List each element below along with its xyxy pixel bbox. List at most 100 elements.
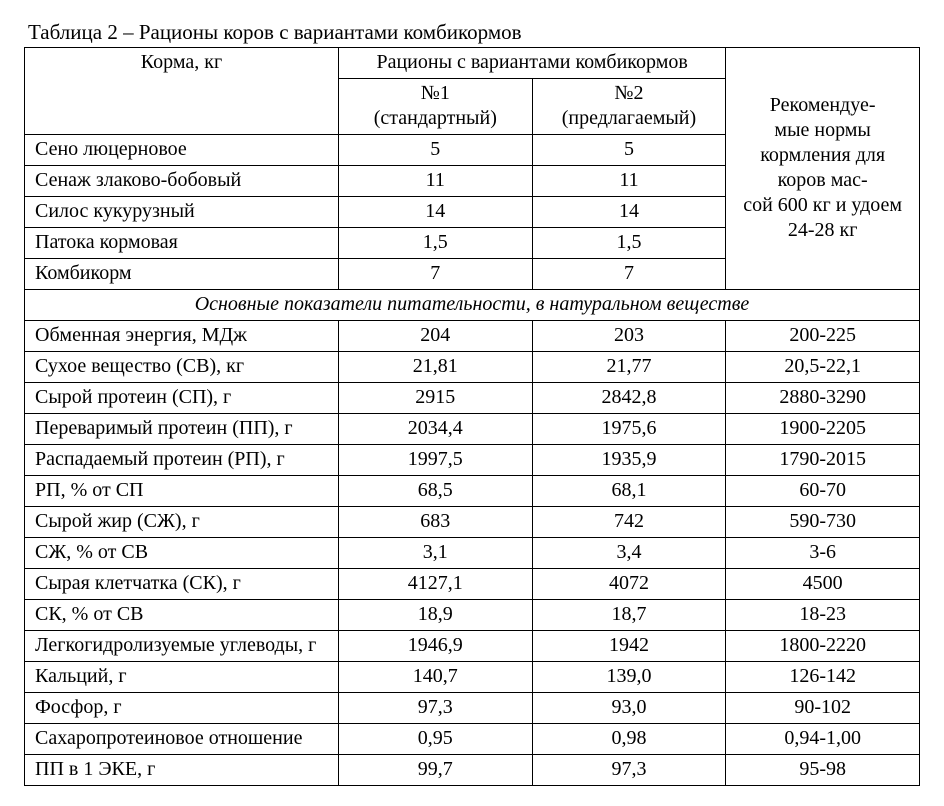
metric-value-v2: 4072 — [532, 569, 726, 600]
metric-label: ПП в 1 ЭКЕ, г — [25, 755, 339, 786]
metric-value-v1: 18,9 — [338, 600, 532, 631]
table-row: ПП в 1 ЭКЕ, г99,797,395-98 — [25, 755, 920, 786]
table-row: СЖ, % от СВ3,13,43-6 — [25, 538, 920, 569]
metric-value-v2: 2842,8 — [532, 383, 726, 414]
feed-value-v2: 11 — [532, 166, 726, 197]
metric-value-v1: 683 — [338, 507, 532, 538]
metric-value-v1: 1997,5 — [338, 445, 532, 476]
variant-2-number: №2 — [614, 82, 643, 104]
metric-value-v1: 3,1 — [338, 538, 532, 569]
feed-value-v2: 1,5 — [532, 228, 726, 259]
metric-label: Распадаемый протеин (РП), г — [25, 445, 339, 476]
metric-label: Легкогидролизуемые углеводы, г — [25, 631, 339, 662]
metric-value-v2: 21,77 — [532, 352, 726, 383]
metric-label: СК, % от СВ — [25, 600, 339, 631]
metric-value-v1: 140,7 — [338, 662, 532, 693]
metric-label: Сахаропротеиновое отношение — [25, 724, 339, 755]
metric-norm: 3-6 — [726, 538, 920, 569]
feed-value-v1: 11 — [338, 166, 532, 197]
metric-norm: 590-730 — [726, 507, 920, 538]
metric-label: Сырой протеин (СП), г — [25, 383, 339, 414]
metric-norm: 90-102 — [726, 693, 920, 724]
variant-1-note: (стандартный) — [374, 107, 497, 129]
metric-norm: 20,5-22,1 — [726, 352, 920, 383]
table-row: Фосфор, г97,393,090-102 — [25, 693, 920, 724]
table-caption: Таблица 2 – Рационы коров с вариантами к… — [28, 20, 920, 45]
metric-value-v1: 1946,9 — [338, 631, 532, 662]
metric-norm: 1900-2205 — [726, 414, 920, 445]
metric-norm: 18-23 — [726, 600, 920, 631]
table-row: Сырая клетчатка (СК), г4127,140724500 — [25, 569, 920, 600]
col-header-rations: Рационы с вариантами комбикормов — [338, 48, 725, 79]
feed-value-v1: 5 — [338, 135, 532, 166]
col-header-norms: Рекомендуе-мые нормы кормления для коров… — [726, 48, 920, 290]
feed-value-v2: 7 — [532, 259, 726, 290]
metric-label: Сухое вещество (СВ), кг — [25, 352, 339, 383]
table-row: Сырой жир (СЖ), г683742590-730 — [25, 507, 920, 538]
metric-label: Обменная энергия, МДж — [25, 321, 339, 352]
variant-1-number: №1 — [421, 82, 450, 104]
feed-value-v2: 5 — [532, 135, 726, 166]
metric-value-v1: 2034,4 — [338, 414, 532, 445]
section-heading: Основные показатели питательности, в нат… — [25, 290, 920, 321]
table-row: Кальций, г140,7139,0126-142 — [25, 662, 920, 693]
metric-label: Кальций, г — [25, 662, 339, 693]
feed-label: Комбикорм — [25, 259, 339, 290]
metric-norm: 126-142 — [726, 662, 920, 693]
metric-label: СЖ, % от СВ — [25, 538, 339, 569]
metric-value-v2: 68,1 — [532, 476, 726, 507]
metric-norm: 4500 — [726, 569, 920, 600]
metric-value-v1: 68,5 — [338, 476, 532, 507]
col-header-variant-2: №2 (предлагаемый) — [532, 79, 726, 135]
rations-table: Корма, кг Рационы с вариантами комбикорм… — [24, 47, 920, 786]
metric-value-v2: 1975,6 — [532, 414, 726, 445]
feed-label: Силос кукурузный — [25, 197, 339, 228]
metric-value-v1: 4127,1 — [338, 569, 532, 600]
metric-value-v2: 3,4 — [532, 538, 726, 569]
metric-value-v2: 139,0 — [532, 662, 726, 693]
feed-label: Сенаж злаково-бобовый — [25, 166, 339, 197]
metric-value-v1: 0,95 — [338, 724, 532, 755]
metric-value-v2: 93,0 — [532, 693, 726, 724]
variant-2-note: (предлагаемый) — [562, 107, 696, 129]
feed-label: Сено люцерновое — [25, 135, 339, 166]
metric-norm: 2880-3290 — [726, 383, 920, 414]
header-row-1: Корма, кг Рационы с вариантами комбикорм… — [25, 48, 920, 79]
metric-label: Переваримый протеин (ПП), г — [25, 414, 339, 445]
metric-label: Сырая клетчатка (СК), г — [25, 569, 339, 600]
metric-norm: 1800-2220 — [726, 631, 920, 662]
metric-value-v2: 1935,9 — [532, 445, 726, 476]
table-row: Переваримый протеин (ПП), г2034,41975,61… — [25, 414, 920, 445]
feed-value-v1: 7 — [338, 259, 532, 290]
feed-label: Патока кормовая — [25, 228, 339, 259]
table-row: Распадаемый протеин (РП), г1997,51935,91… — [25, 445, 920, 476]
table-row: Легкогидролизуемые углеводы, г1946,91942… — [25, 631, 920, 662]
metric-value-v1: 21,81 — [338, 352, 532, 383]
table-row: СК, % от СВ18,918,718-23 — [25, 600, 920, 631]
metric-norm: 95-98 — [726, 755, 920, 786]
feed-value-v1: 14 — [338, 197, 532, 228]
table-row: Сухое вещество (СВ), кг21,8121,7720,5-22… — [25, 352, 920, 383]
feed-value-v1: 1,5 — [338, 228, 532, 259]
metric-value-v2: 742 — [532, 507, 726, 538]
metric-norm: 60-70 — [726, 476, 920, 507]
metric-label: РП, % от СП — [25, 476, 339, 507]
metric-value-v1: 97,3 — [338, 693, 532, 724]
metric-label: Фосфор, г — [25, 693, 339, 724]
metric-value-v2: 0,98 — [532, 724, 726, 755]
metric-value-v2: 1942 — [532, 631, 726, 662]
feed-value-v2: 14 — [532, 197, 726, 228]
metric-norm: 200-225 — [726, 321, 920, 352]
metric-value-v2: 18,7 — [532, 600, 726, 631]
metric-value-v1: 2915 — [338, 383, 532, 414]
col-header-variant-1: №1 (стандартный) — [338, 79, 532, 135]
metric-value-v1: 99,7 — [338, 755, 532, 786]
col-header-feed: Корма, кг — [25, 48, 339, 135]
section-row: Основные показатели питательности, в нат… — [25, 290, 920, 321]
table-row: Обменная энергия, МДж204203200-225 — [25, 321, 920, 352]
metric-label: Сырой жир (СЖ), г — [25, 507, 339, 538]
table-row: РП, % от СП68,568,160-70 — [25, 476, 920, 507]
table-row: Сахаропротеиновое отношение0,950,980,94-… — [25, 724, 920, 755]
metric-value-v2: 203 — [532, 321, 726, 352]
table-row: Сырой протеин (СП), г29152842,82880-3290 — [25, 383, 920, 414]
